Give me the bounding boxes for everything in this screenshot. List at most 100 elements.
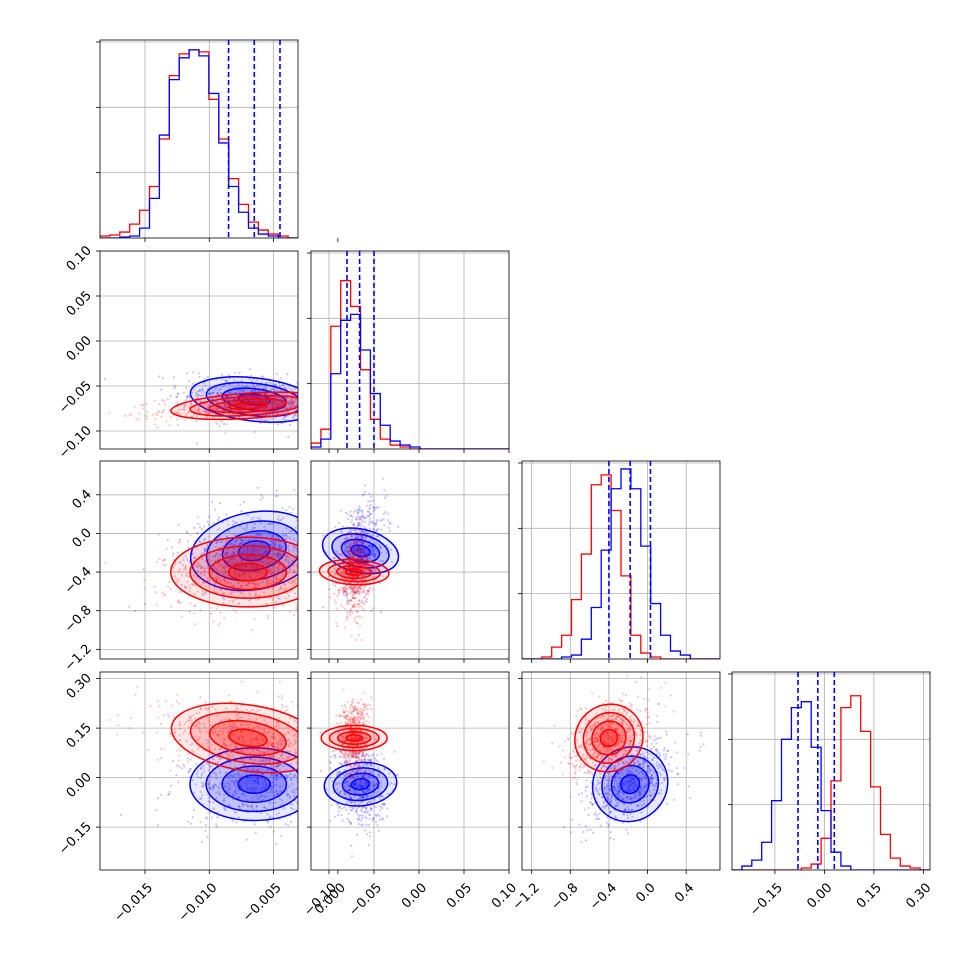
scatter-point — [146, 414, 149, 418]
scatter-point — [284, 597, 288, 600]
scatter-point — [250, 374, 253, 377]
scatter-point — [205, 412, 208, 415]
scatter-point — [277, 404, 280, 407]
scatter-point — [259, 533, 262, 536]
panel-content — [311, 251, 509, 449]
scatter-point — [349, 514, 352, 517]
scatter-point — [278, 382, 281, 385]
scatter-point — [213, 567, 216, 570]
scatter-point — [217, 556, 220, 559]
scatter-point — [253, 408, 257, 411]
scatter-point — [218, 404, 222, 407]
scatter-point — [226, 574, 229, 577]
scatter-point — [360, 533, 364, 537]
scatter-point — [231, 550, 234, 553]
scatter-point — [156, 699, 159, 703]
scatter-point — [218, 564, 221, 567]
scatter-point — [285, 508, 288, 511]
scatter-point — [356, 524, 359, 527]
scatter-point — [175, 700, 178, 703]
scatter-point — [342, 592, 345, 595]
scatter-point — [232, 523, 235, 526]
scatter-point — [205, 416, 208, 419]
scatter-point — [287, 548, 290, 551]
scatter-point — [239, 541, 242, 544]
scatter-point — [243, 540, 246, 543]
scatter-point — [271, 565, 274, 568]
scatter-point — [374, 569, 377, 572]
scatter-point — [271, 540, 274, 543]
scatter-point — [222, 601, 225, 604]
scatter-point — [288, 577, 291, 581]
scatter-point — [157, 716, 160, 719]
scatter-point — [357, 547, 361, 551]
scatter-point — [200, 391, 203, 394]
scatter-point — [242, 500, 246, 504]
density-fill — [170, 537, 298, 607]
scatter-point — [360, 616, 363, 619]
scatter-point — [187, 410, 190, 414]
scatter-point — [168, 580, 171, 584]
scatter-point — [204, 824, 207, 827]
scatter-point — [352, 586, 355, 589]
scatter-point — [322, 534, 325, 537]
scatter-point — [244, 565, 248, 568]
scatter-point — [206, 836, 209, 839]
scatter-point — [289, 581, 292, 584]
scatter-point — [269, 402, 272, 405]
scatter-point — [288, 562, 291, 565]
scatter-point — [343, 626, 346, 629]
scatter-point — [198, 411, 201, 414]
scatter-point — [240, 680, 243, 683]
scatter-point — [260, 375, 263, 378]
scatter-point — [265, 584, 269, 587]
scatter-point — [368, 544, 371, 547]
scatter-point — [277, 567, 280, 570]
scatter-point — [358, 529, 361, 532]
scatter-point — [358, 556, 361, 559]
scatter-point — [257, 402, 260, 406]
scatter-point — [240, 560, 243, 563]
scatter-point — [162, 563, 165, 567]
scatter-point — [219, 405, 223, 408]
scatter-point — [358, 540, 362, 543]
scatter-point — [204, 816, 207, 819]
scatter-point — [358, 507, 361, 510]
scatter-point — [245, 539, 248, 542]
scatter-point — [363, 552, 367, 555]
scatter-point — [361, 607, 364, 610]
scatter-point — [240, 584, 243, 587]
scatter-point — [252, 516, 255, 519]
scatter-point — [192, 612, 196, 615]
scatter-point — [279, 388, 283, 391]
scatter-point — [176, 411, 179, 414]
scatter-point — [241, 551, 244, 554]
scatter-point — [243, 405, 247, 408]
scatter-point — [346, 599, 349, 603]
scatter-point — [222, 591, 225, 594]
scatter-point — [241, 385, 244, 388]
scatter-point — [271, 406, 275, 409]
scatter-point — [354, 542, 357, 545]
scatter-point — [339, 509, 343, 512]
scatter-point — [218, 502, 222, 505]
scatter-point — [239, 410, 242, 413]
scatter-point — [220, 540, 223, 543]
scatter-point — [369, 549, 372, 552]
scatter-point — [276, 412, 280, 416]
scatter-point — [254, 389, 257, 392]
scatter-point — [205, 403, 208, 406]
scatter-point — [180, 767, 183, 770]
scatter-point — [353, 619, 356, 622]
scatter-point — [186, 760, 189, 763]
scatter-point — [372, 522, 375, 525]
scatter-point — [359, 548, 362, 551]
scatter-point — [141, 731, 145, 734]
scatter-point — [234, 562, 237, 565]
scatter-point — [186, 752, 190, 755]
scatter-point — [234, 539, 237, 542]
scatter-point — [273, 544, 276, 547]
scatter-point — [293, 592, 297, 595]
scatter-point — [214, 545, 217, 548]
scatter-point — [365, 551, 369, 554]
